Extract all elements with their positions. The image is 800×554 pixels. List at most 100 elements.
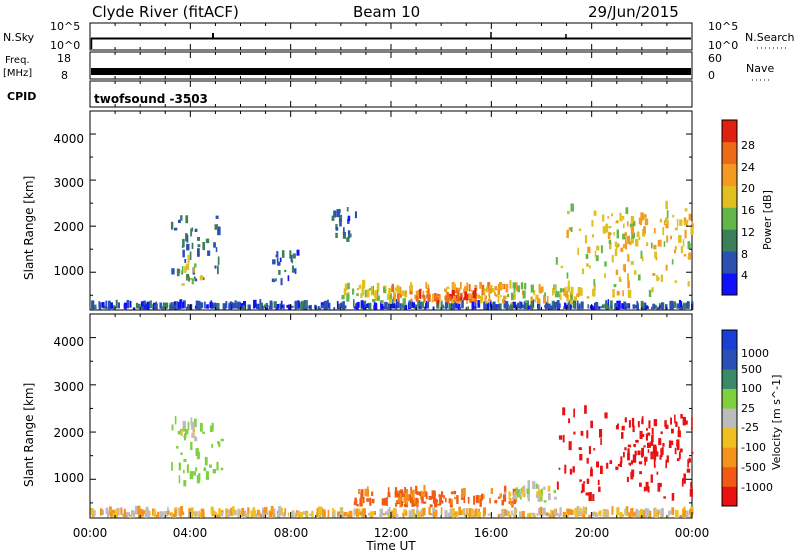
power-data-cell: [479, 295, 483, 304]
colorbar-swatch: [722, 369, 737, 389]
power-data-cell: [498, 303, 502, 310]
vel-data-cell: [227, 509, 231, 518]
vel-data-cell: [546, 512, 549, 517]
power-data-cell: [630, 237, 634, 244]
power-data-cell: [380, 300, 382, 309]
vel-data-cell: [562, 434, 565, 443]
power-data-cell: [276, 257, 279, 263]
power-data-cell: [596, 245, 600, 251]
power-data-cell: [607, 216, 610, 219]
vel-data-cell: [507, 510, 511, 517]
power-data-cell: [487, 282, 491, 291]
vel-data-cell: [645, 481, 649, 491]
vel-data-cell: [655, 451, 659, 457]
vel-data-cell: [641, 434, 645, 437]
vel-data-cell: [645, 433, 648, 441]
vel-data-cell: [632, 454, 637, 463]
vel-data-cell: [211, 422, 214, 432]
nave-tick-bottom: 0: [708, 69, 715, 82]
vel-data-cell: [434, 498, 438, 508]
vel-data-cell: [619, 461, 622, 468]
vel-data-cell: [452, 508, 455, 517]
vel-data-cell: [190, 510, 194, 518]
vel-data-cell: [675, 510, 679, 515]
vel-data-cell: [633, 444, 636, 448]
vel-data-cell: [626, 512, 630, 516]
power-data-cell: [415, 295, 419, 302]
power-data-cell: [272, 259, 276, 265]
vel-data-cell: [536, 513, 539, 516]
vel-data-cell: [664, 420, 667, 428]
vel-data-cell: [537, 496, 541, 502]
power-data-cell: [512, 282, 517, 289]
power-data-cell: [520, 282, 524, 290]
vel-data-cell: [640, 508, 644, 518]
power-data-cell: [671, 259, 674, 265]
power-data-cell: [598, 306, 601, 310]
power-data-cell: [340, 302, 343, 309]
power-data-cell: [253, 299, 257, 308]
power-data-cell: [179, 299, 183, 308]
power-data-cell: [458, 307, 461, 310]
power-data-cell: [616, 246, 618, 250]
power-data-cell: [301, 302, 305, 310]
vel-data-cell: [152, 510, 157, 517]
vel-data-cell: [620, 456, 623, 464]
power-data-cell: [488, 298, 491, 302]
vel-data-cell: [599, 429, 603, 438]
vel-data-cell: [497, 514, 500, 518]
power-data-cell: [483, 290, 486, 296]
power-data-cell: [585, 253, 589, 259]
vel-data-cell: [182, 428, 186, 432]
vel-data-cell: [357, 508, 361, 515]
power-data-cell: [610, 300, 613, 309]
power-data-cell: [348, 233, 352, 238]
vel-data-cell: [196, 451, 200, 460]
vel-data-cell: [180, 429, 183, 436]
vel-data-cell: [420, 514, 423, 517]
power-data-cell: [556, 291, 560, 298]
power-data-cell: [460, 292, 463, 297]
vel-data-cell: [660, 431, 663, 435]
nsky-tick-bottom: 10^0: [50, 39, 80, 52]
power-y-tick: 1000: [53, 264, 84, 278]
vel-data-cell: [444, 510, 448, 518]
vel-data-cell: [174, 509, 177, 517]
vel-data-cell: [278, 506, 282, 515]
vel-data-cell: [244, 511, 247, 518]
vel-data-cell: [638, 510, 640, 517]
vel-data-cell: [178, 462, 181, 471]
power-data-cell: [493, 301, 496, 310]
vel-data-cell: [657, 482, 661, 492]
vel-data-cell: [685, 510, 689, 517]
vel-data-cell: [413, 501, 416, 506]
vel-data-cell: [416, 510, 420, 516]
power-data-cell: [608, 226, 612, 229]
power-data-cell: [507, 293, 510, 298]
vel-data-cell: [650, 451, 653, 460]
vel-data-cell: [639, 430, 643, 439]
vel-data-cell: [272, 514, 275, 518]
power-data-cell: [353, 306, 357, 309]
power-data-cell: [559, 294, 562, 301]
power-data-cell: [378, 295, 380, 298]
power-data-cell: [679, 307, 683, 310]
power-data-cell: [187, 304, 190, 310]
vel-data-cell: [193, 418, 197, 428]
power-data-cell: [672, 214, 675, 218]
vel-data-cell: [657, 509, 661, 515]
power-data-cell: [463, 288, 467, 294]
vel-data-cell: [359, 498, 363, 507]
vel-data-cell: [280, 507, 283, 516]
power-data-cell: [194, 278, 198, 282]
vel-data-cell: [522, 485, 526, 493]
power-data-cell: [460, 300, 463, 303]
vel-data-cell: [246, 512, 249, 517]
power-data-cell: [464, 294, 469, 301]
power-data-cell: [359, 284, 362, 289]
power-data-cell: [186, 234, 189, 243]
power-data-cell: [578, 303, 581, 310]
vel-data-cell: [366, 498, 370, 502]
power-colorbar-tick: 24: [741, 161, 755, 174]
